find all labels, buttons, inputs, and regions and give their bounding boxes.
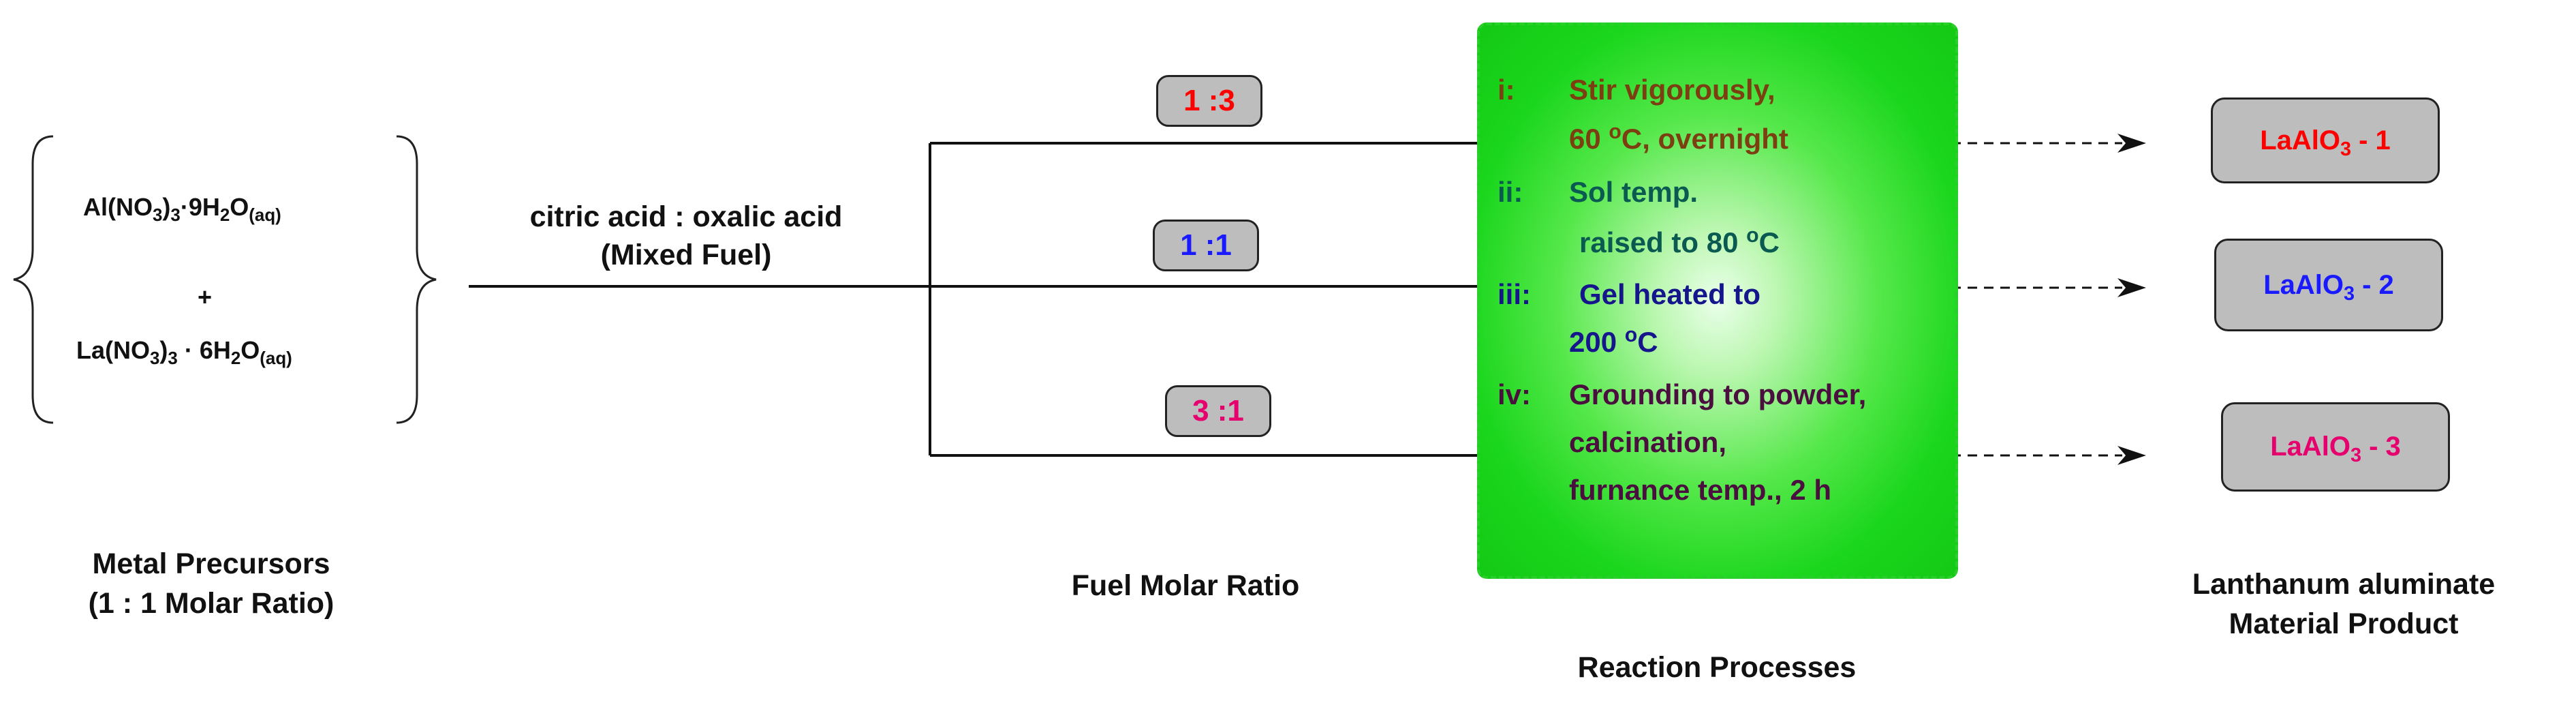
step-1-line1: Stir vigorously,	[1569, 74, 1775, 106]
step-4-number: iv:	[1498, 378, 1532, 410]
ratio-box-1: 1 :3	[1156, 75, 1262, 127]
ratio-label-2: 1 :1	[1180, 228, 1232, 262]
step-2-line1: Sol temp.	[1569, 176, 1698, 208]
arrowhead-1	[2117, 134, 2146, 153]
step-4-line2: calcination,	[1569, 426, 1727, 458]
product-label-1: LaAlO3 - 1	[2260, 125, 2391, 160]
plus-sign: +	[198, 283, 213, 311]
product-box-1: LaAlO3 - 1	[2211, 97, 2440, 183]
precursors-caption: Metal Precursors (1 : 1 Molar Ratio)	[27, 544, 395, 623]
product-label-3: LaAlO3 - 3	[2270, 432, 2401, 466]
product-box-2: LaAlO3 - 2	[2214, 239, 2443, 331]
fuel-label-line1: citric acid : oxalic acid	[529, 200, 843, 233]
la-nitrate-formula: La(NO3)3 · 6H2O(aq)	[76, 336, 292, 369]
precursors-caption-line2: (1 : 1 Molar Ratio)	[88, 587, 335, 620]
products-caption-line1: Lanthanum aluminate	[2192, 568, 2496, 601]
products-caption: Lanthanum aluminate Material Product	[2167, 565, 2521, 644]
left-brace	[13, 135, 54, 424]
ratio-box-2: 1 :1	[1153, 220, 1259, 271]
ratio-label-1: 1 :3	[1183, 84, 1235, 117]
precursors-caption-line1: Metal Precursors	[92, 547, 330, 580]
arrowhead-2	[2117, 278, 2146, 297]
step-4-line3: furnance temp., 2 h	[1569, 474, 1832, 506]
step-3-line2: 200 oC	[1569, 324, 1658, 358]
product-label-2: LaAlO3 - 2	[2263, 270, 2394, 305]
step-1-line2: 60 oC, overnight	[1569, 121, 1788, 155]
ratio-box-3: 3 :1	[1165, 385, 1271, 437]
step-3-line1: Gel heated to	[1579, 278, 1761, 310]
al-nitrate-formula: Al(NO3)3·9H2O(aq)	[83, 193, 281, 226]
ratio-label-3: 3 :1	[1192, 394, 1244, 427]
fuel-caption: Fuel Molar Ratio	[1071, 569, 1300, 602]
process-caption: Reaction Processes	[1577, 651, 1857, 684]
step-3-number: iii:	[1498, 278, 1531, 310]
step-2-number: ii:	[1498, 176, 1523, 208]
step-4-line1: Grounding to powder,	[1569, 378, 1867, 410]
reaction-process-panel	[1477, 22, 1958, 579]
fuel-label-line2: (Mixed Fuel)	[600, 239, 772, 271]
products-caption-line2: Material Product	[2229, 607, 2459, 640]
product-box-3: LaAlO3 - 3	[2221, 402, 2450, 492]
step-1-number: i:	[1498, 74, 1515, 106]
fuel-label: citric acid : oxalic acid (Mixed Fuel)	[485, 198, 887, 274]
arrowhead-3	[2117, 446, 2146, 465]
step-2-line2: raised to 80 oC	[1579, 224, 1780, 258]
right-brace	[396, 135, 437, 424]
